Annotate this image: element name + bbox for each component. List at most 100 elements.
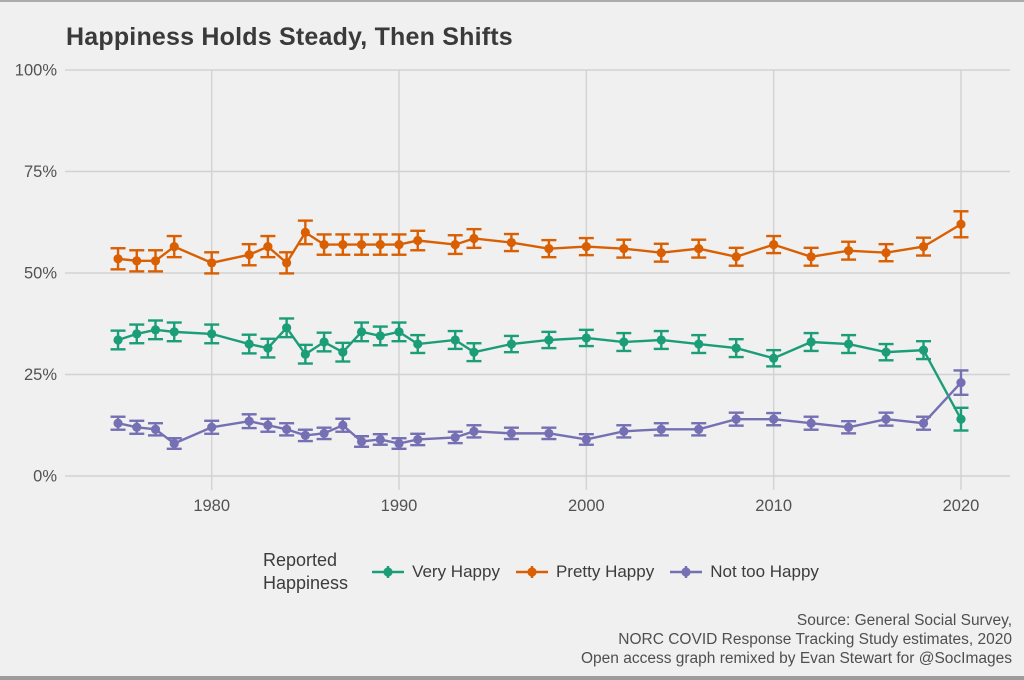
svg-text:75%: 75%: [24, 163, 57, 181]
data-point: [263, 242, 273, 252]
svg-text:50%: 50%: [24, 265, 57, 283]
data-point: [769, 239, 779, 250]
data-point: [450, 335, 460, 345]
data-point: [169, 438, 179, 449]
data-point: [656, 248, 666, 258]
chart-legend: Reported Happiness Very Happy Pretty Hap…: [263, 549, 819, 594]
legend-title-line1: Reported: [263, 550, 338, 570]
data-point: [282, 424, 292, 434]
legend-label-very-happy: Very Happy: [412, 561, 500, 581]
legend-label-pretty-happy: Pretty Happy: [555, 561, 655, 581]
data-point: [375, 434, 385, 445]
svg-text:2020: 2020: [943, 497, 980, 515]
data-point: [263, 420, 273, 430]
caption-line-2: NORC COVID Response Tracking Study estim…: [618, 630, 1012, 648]
data-point: [450, 239, 460, 250]
svg-text:1980: 1980: [193, 497, 230, 515]
data-point: [694, 244, 704, 254]
svg-text:0%: 0%: [33, 468, 57, 486]
data-point: [338, 347, 348, 357]
data-point: [506, 428, 517, 438]
data-point: [731, 252, 741, 262]
data-point: [244, 250, 254, 260]
data-point: [356, 436, 367, 447]
data-point: [282, 258, 292, 268]
data-point: [694, 424, 704, 434]
data-point: [506, 339, 517, 349]
data-point: [506, 237, 517, 248]
data-point: [244, 416, 254, 426]
data-point: [656, 335, 666, 345]
y-axis-tick-labels: 0% 25% 50% 75% 100%: [15, 62, 58, 486]
window-frame-top: [0, 0, 1024, 2]
legend-item-very-happy: Very Happy: [371, 562, 500, 582]
data-point: [132, 422, 142, 432]
source-caption: Source: General Social Survey, NORC COVI…: [312, 612, 1012, 669]
data-point: [450, 432, 460, 443]
legend-label-not-too-happy: Not too Happy: [710, 561, 819, 581]
svg-text:1990: 1990: [381, 497, 418, 515]
data-point: [656, 424, 666, 434]
data-point: [375, 239, 385, 250]
data-point: [169, 327, 179, 337]
data-point: [806, 252, 816, 262]
data-point: [413, 434, 423, 445]
data-point: [356, 239, 367, 250]
data-point: [244, 339, 254, 349]
data-point: [338, 239, 348, 250]
caption-line-1: Source: General Social Survey,: [796, 612, 1012, 629]
data-point: [469, 426, 479, 436]
series-not-too-happy: [110, 369, 969, 450]
series-very-happy: [110, 317, 969, 432]
data-point: [581, 333, 591, 343]
series-pretty-happy: [110, 210, 969, 275]
legend-key-pretty-happy-icon: [515, 565, 548, 578]
gridlines: [65, 69, 1010, 490]
data-point: [956, 378, 966, 388]
legend-key-very-happy-icon: [372, 565, 405, 578]
data-point: [282, 323, 292, 333]
data-point: [319, 337, 329, 347]
data-point: [113, 254, 123, 264]
data-point: [319, 239, 329, 250]
data-point: [918, 345, 929, 355]
data-point: [731, 414, 741, 424]
svg-text:25%: 25%: [24, 366, 57, 384]
data-point: [207, 329, 217, 339]
data-point: [394, 239, 404, 250]
data-point: [469, 347, 479, 357]
data-point: [413, 339, 423, 349]
data-point: [300, 227, 310, 237]
data-point: [113, 418, 123, 428]
data-point: [918, 418, 929, 428]
data-point: [263, 343, 273, 353]
data-point: [731, 343, 741, 353]
data-point: [338, 420, 348, 430]
data-point: [207, 422, 217, 432]
data-point: [843, 422, 854, 432]
data-point: [150, 256, 161, 266]
data-point: [113, 335, 123, 345]
data-point: [769, 353, 779, 363]
window-frame-bottom: [0, 676, 1024, 680]
data-point: [619, 337, 629, 347]
data-point: [375, 331, 385, 341]
data-point: [843, 339, 854, 349]
legend-item-pretty-happy: Pretty Happy: [515, 562, 654, 582]
caption-line-3: Open access graph remixed by Evan Stewar…: [581, 649, 1012, 667]
data-point: [843, 246, 854, 256]
data-point: [581, 242, 591, 252]
data-point: [544, 244, 554, 254]
data-point: [394, 327, 404, 337]
chart-title: Happiness Holds Steady, Then Shifts: [66, 22, 513, 51]
data-point: [207, 258, 217, 268]
data-point: [132, 256, 142, 266]
data-point: [544, 335, 554, 345]
svg-text:100%: 100%: [15, 62, 58, 80]
legend-title: Reported Happiness: [263, 549, 348, 594]
legend-item-not-too-happy: Not too Happy: [669, 562, 819, 582]
data-point: [881, 248, 891, 258]
data-point: [132, 329, 142, 339]
svg-text:2010: 2010: [755, 497, 792, 515]
